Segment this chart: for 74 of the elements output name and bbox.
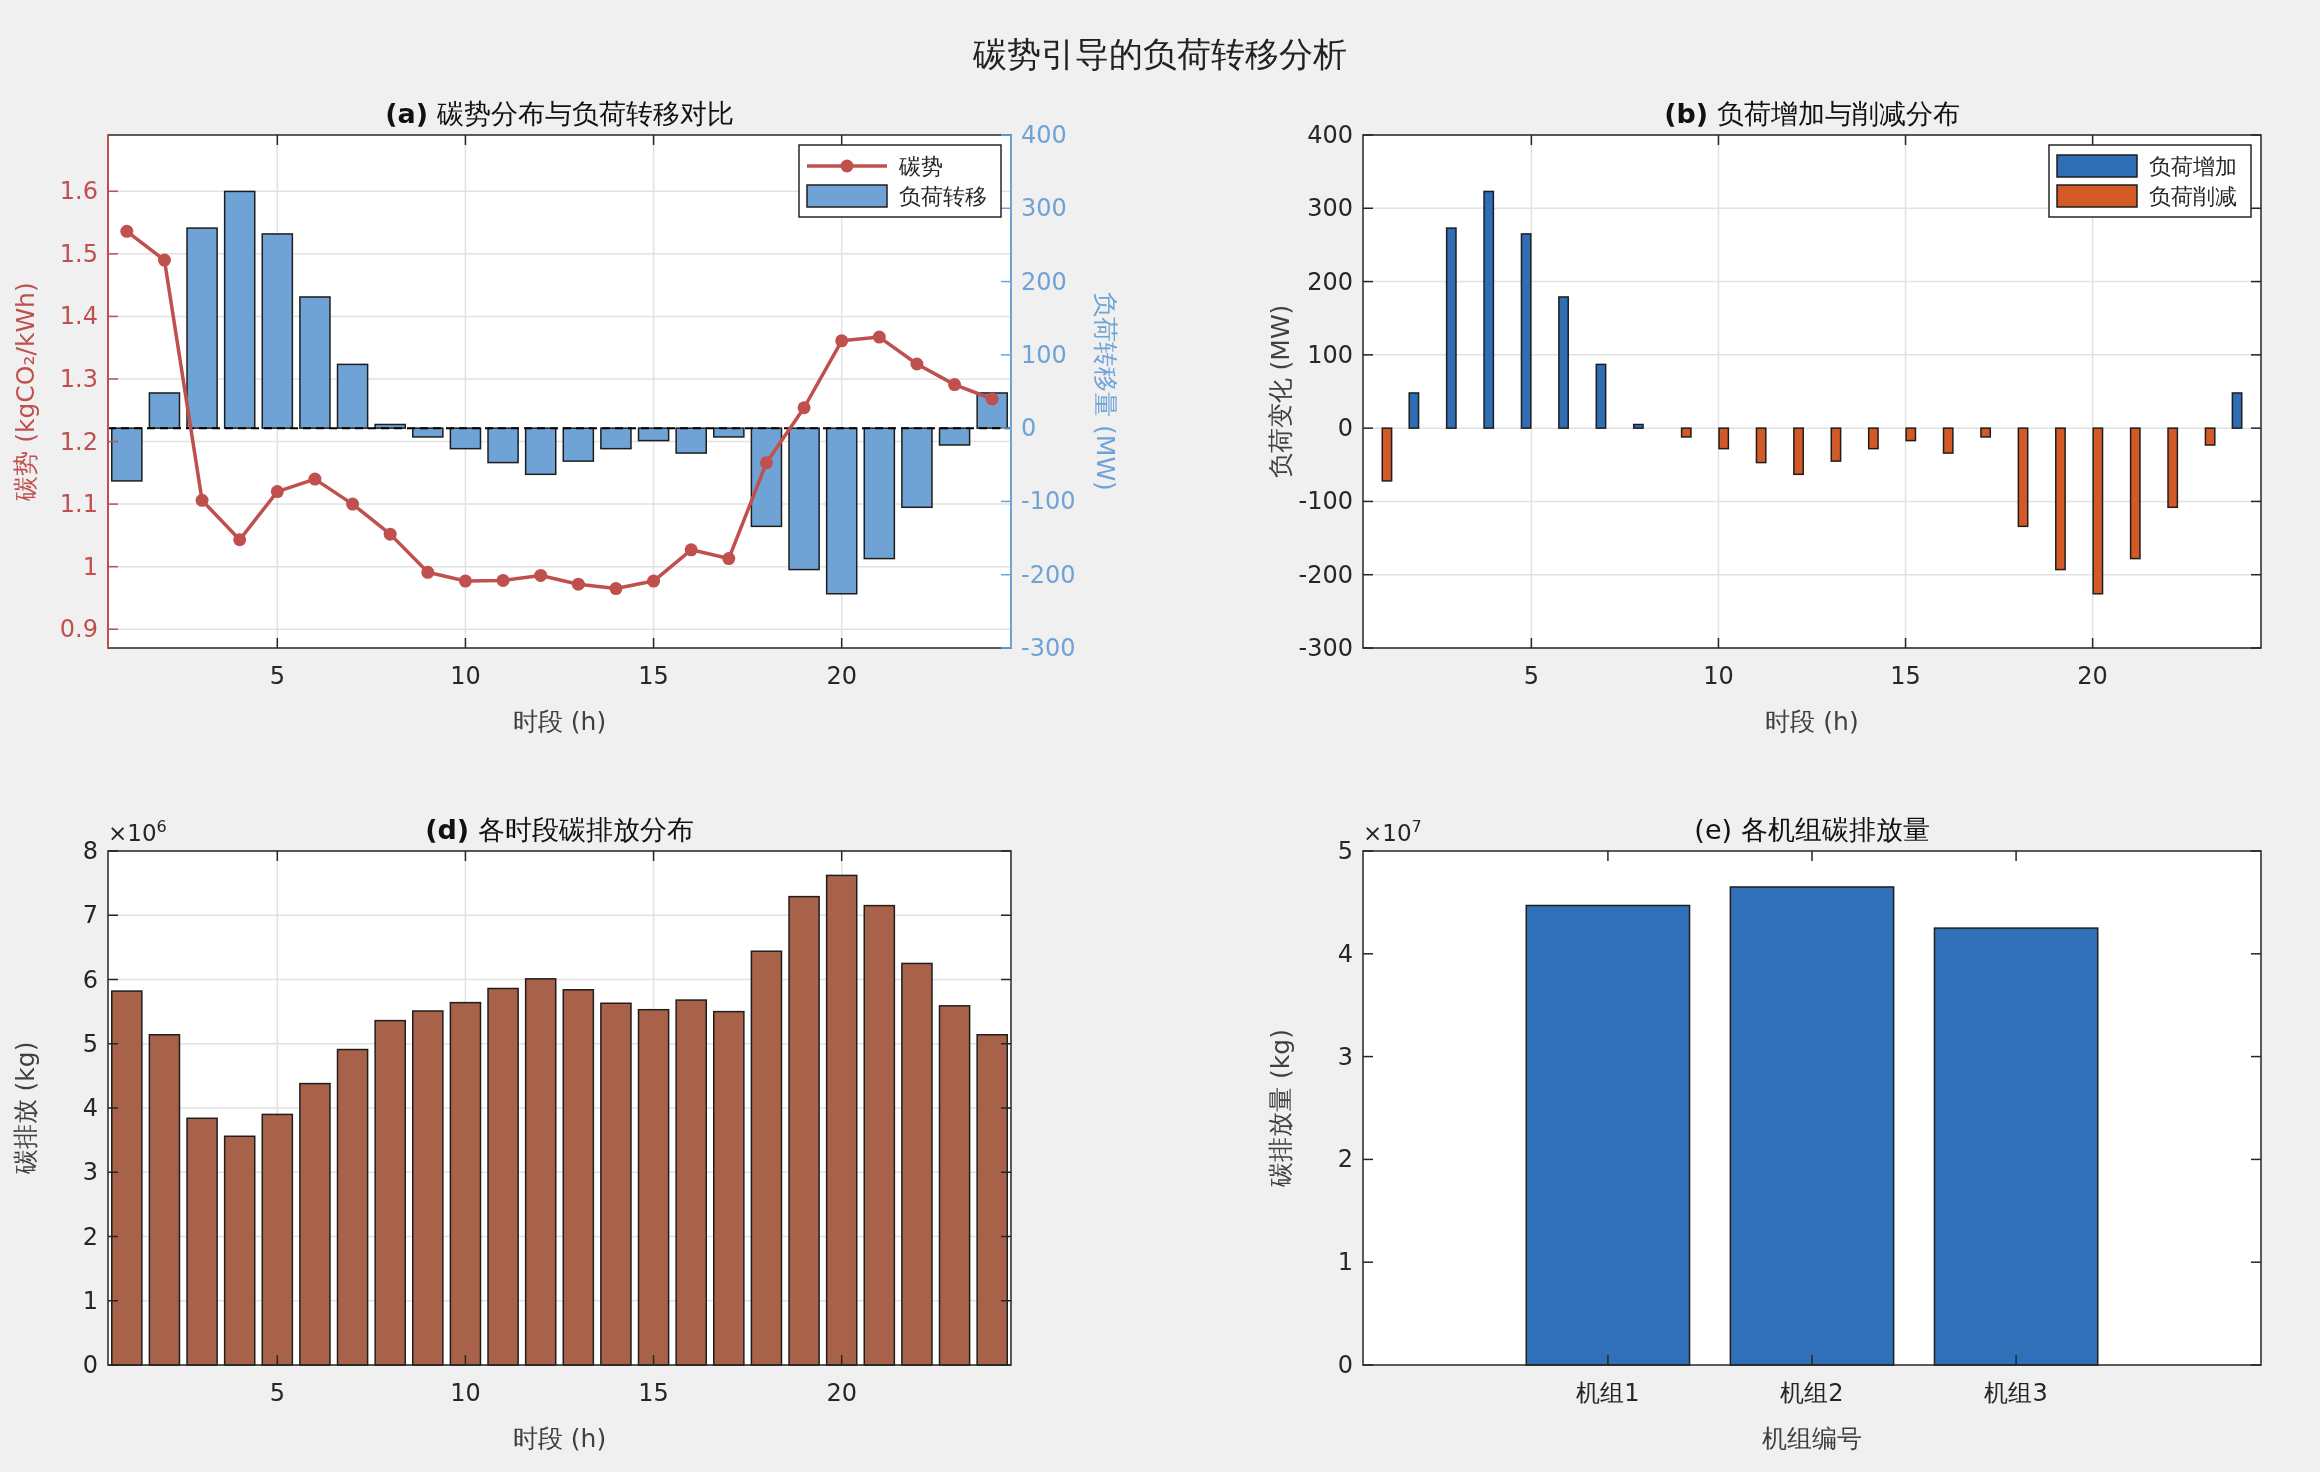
- y-axis-title: 负荷变化 (MW): [1266, 304, 1295, 479]
- x-tick-label: 20: [826, 662, 857, 690]
- x-tick-label: 10: [450, 1379, 481, 1407]
- y-tick-label: 1: [82, 552, 98, 581]
- y-tick-label: -300: [1298, 634, 1353, 662]
- y-tick-label: -100: [1298, 487, 1353, 516]
- y2-axis-title: 负荷转移量 (MW): [1091, 292, 1120, 491]
- y-tick-label: 200: [1307, 267, 1353, 296]
- y2-tick-label: 0: [1021, 414, 1037, 443]
- y-tick-label: 1.6: [59, 177, 98, 206]
- legend-label: 负荷增加: [2149, 154, 2237, 179]
- text: ×10$^{7}$: [1363, 816, 1422, 846]
- x-tick-label: 15: [638, 1379, 669, 1407]
- y-tick-label: 3: [82, 1158, 98, 1187]
- y2-tick-label: -100: [1021, 487, 1076, 516]
- x-axis-title: 时段 (h): [512, 1424, 607, 1453]
- y-tick-label: 300: [1307, 194, 1353, 223]
- y-tick-label: 0: [1337, 414, 1353, 443]
- y2-tick-label: 400: [1021, 121, 1067, 149]
- x-tick-label: 10: [1703, 662, 1734, 690]
- y-tick-label: 1.5: [59, 239, 98, 268]
- x-tick-label: 20: [826, 1379, 857, 1407]
- y-tick-label: 8: [82, 837, 98, 865]
- x-tick-label: 15: [1890, 662, 1921, 690]
- y-tick-label: 4: [1337, 939, 1353, 968]
- y-tick-label: 0: [82, 1351, 98, 1379]
- text: ×10$^{6}$: [108, 816, 167, 846]
- y-axis-title: 碳势 (kgCO₂/kWh): [11, 282, 40, 502]
- y-axis-title: 碳排放量 (kg): [1266, 1029, 1295, 1188]
- legend-label: 碳势: [898, 154, 943, 179]
- chart-title: (a) 碳势分布与负荷转移对比: [385, 98, 734, 129]
- x-tick-label: 15: [638, 662, 669, 690]
- y-axis-title: 碳排放 (kg): [11, 1041, 40, 1176]
- x-axis-title: 机组编号: [1762, 1424, 1862, 1453]
- x-tick-label: 机组1: [1576, 1379, 1640, 1407]
- x-tick-label: 5: [269, 1379, 285, 1407]
- x-tick-label: 5: [269, 662, 285, 690]
- y-tick-label: 4: [82, 1094, 98, 1122]
- y2-tick-label: -200: [1021, 560, 1076, 589]
- x-tick-label: 20: [2077, 662, 2108, 690]
- x-axis-title: 时段 (h): [512, 707, 607, 736]
- x-tick-label: 机组3: [1984, 1379, 2048, 1407]
- chart-title: (e) 各机组碳排放量: [1694, 814, 1930, 845]
- y-tick-label: 1.3: [59, 364, 98, 393]
- x-tick-label: 10: [450, 662, 481, 690]
- text: 碳势引导的负荷转移分析: [972, 34, 1347, 74]
- y-tick-label: -200: [1298, 560, 1353, 589]
- legend-label: 负荷削减: [2149, 184, 2237, 209]
- chart-title: (b) 负荷增加与削减分布: [1664, 98, 1960, 129]
- y-tick-label: 2: [82, 1222, 98, 1251]
- y-tick-label: 3: [1337, 1042, 1353, 1071]
- y-tick-label: 6: [82, 965, 98, 994]
- x-axis-title: 时段 (h): [1765, 707, 1859, 736]
- y-tick-label: 400: [1307, 121, 1353, 149]
- y-tick-label: 1: [1337, 1248, 1353, 1277]
- y2-tick-label: -300: [1021, 634, 1076, 662]
- y-tick-label: 1.4: [59, 302, 98, 331]
- y-tick-label: 0.9: [59, 615, 98, 644]
- y-tick-label: 7: [82, 901, 98, 930]
- y2-tick-label: 100: [1021, 340, 1067, 369]
- y-tick-label: 1: [82, 1286, 98, 1315]
- y-tick-label: 0: [1337, 1351, 1353, 1379]
- legend-label: 负荷转移: [899, 184, 987, 209]
- chart-title: (d) 各时段碳排放分布: [425, 814, 694, 845]
- x-tick-label: 5: [1523, 662, 1540, 690]
- y-tick-label: 100: [1307, 340, 1353, 369]
- y-tick-label: 5: [1337, 837, 1353, 865]
- y-tick-label: 1.2: [59, 427, 98, 456]
- y-tick-label: 1.1: [59, 490, 98, 519]
- y2-tick-label: 200: [1021, 267, 1067, 296]
- y2-tick-label: 300: [1021, 194, 1067, 223]
- y-tick-label: 5: [82, 1029, 98, 1058]
- x-tick-label: 机组2: [1780, 1379, 1844, 1407]
- y-tick-label: 2: [1337, 1145, 1353, 1174]
